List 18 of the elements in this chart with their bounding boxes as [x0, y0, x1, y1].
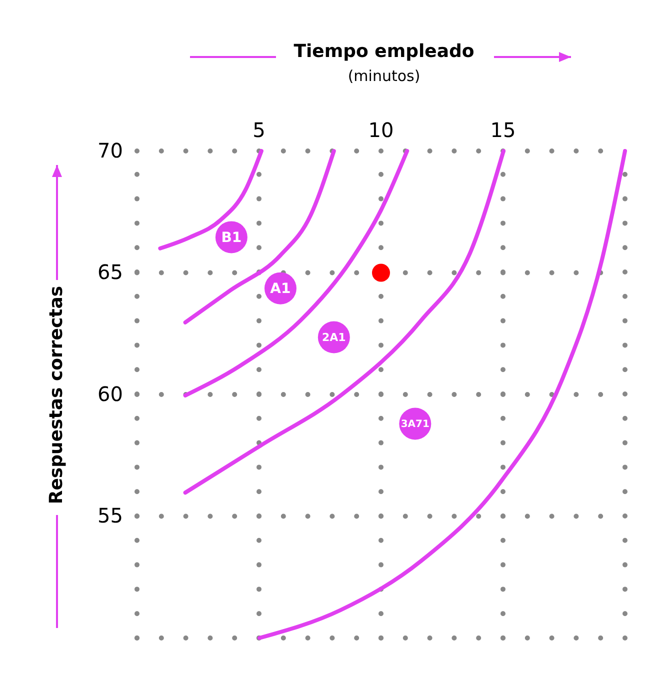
- x-axis-title: Tiempo empleado (minutos): [294, 41, 474, 85]
- y-axis-title: Respuestas correctas: [46, 286, 67, 504]
- point: [372, 264, 390, 282]
- x-tick-label: 10: [368, 118, 394, 142]
- y-tick-label: 65: [98, 260, 123, 284]
- y-tick-label: 70: [98, 138, 123, 162]
- annotation: 3A71: [400, 419, 430, 430]
- annotation: 2A1: [322, 331, 346, 344]
- y-tick-label: 55: [98, 504, 123, 528]
- line-series: [158, 149, 264, 250]
- annotation: B1: [221, 230, 242, 246]
- line-series: [183, 149, 506, 495]
- annotation: A1: [270, 281, 291, 298]
- y-tick-label: 60: [98, 382, 123, 406]
- line-series: [183, 149, 410, 398]
- x-tick-label: 15: [490, 118, 516, 142]
- x-tick-label: 5: [252, 118, 266, 142]
- line-series: [183, 149, 336, 324]
